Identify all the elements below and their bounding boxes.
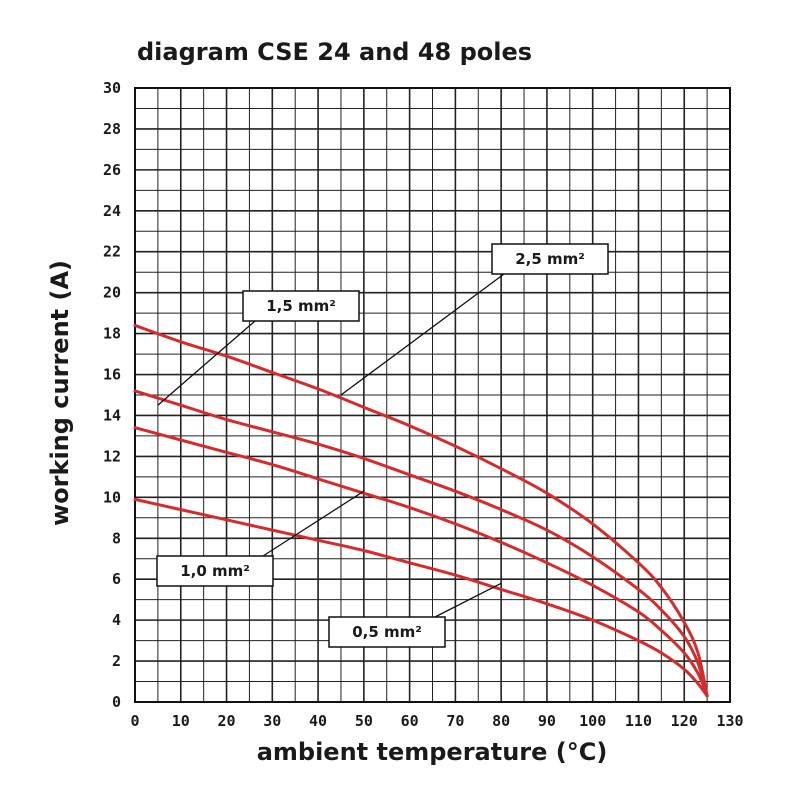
x-tick-label: 40 xyxy=(309,712,327,730)
y-tick-label: 4 xyxy=(112,611,121,629)
annotation-box xyxy=(328,616,446,648)
y-tick-label: 6 xyxy=(112,570,121,588)
annotation-box xyxy=(156,555,274,587)
y-tick-label: 14 xyxy=(103,406,121,424)
y-tick-label: 28 xyxy=(103,120,121,138)
x-tick-label: 60 xyxy=(401,712,419,730)
annotation-label: 1,0 mm² xyxy=(180,562,250,580)
x-tick-label: 20 xyxy=(218,712,236,730)
series-line xyxy=(133,497,709,698)
x-tick-label: 110 xyxy=(625,712,652,730)
annotation-label: 1,5 mm² xyxy=(266,297,336,315)
x-axis-tick-labels: 0 10 20 30 40 50 60 70 80 90 100 110 120 130 xyxy=(130,712,743,730)
x-tick-label: 90 xyxy=(538,712,556,730)
y-tick-label: 2 xyxy=(112,652,121,670)
annotation-leader xyxy=(340,273,505,396)
annotation-leader xyxy=(157,320,256,406)
y-tick-label: 16 xyxy=(103,366,121,384)
x-tick-label: 100 xyxy=(579,712,606,730)
y-tick-label: 8 xyxy=(112,529,121,547)
y-tick-label: 26 xyxy=(103,161,121,179)
y-tick-label: 20 xyxy=(103,284,121,302)
annotation-label: 2,5 mm² xyxy=(515,250,585,268)
y-axis-label: working current (A) xyxy=(46,260,74,526)
annotation-label: 0,5 mm² xyxy=(352,623,422,641)
x-tick-label: 50 xyxy=(355,712,373,730)
x-axis-label: ambient temperature (°C) xyxy=(257,738,608,766)
x-tick-label: 80 xyxy=(492,712,510,730)
x-tick-label: 70 xyxy=(446,712,464,730)
annotation-box xyxy=(242,290,360,322)
x-tick-label: 130 xyxy=(716,712,743,730)
annotation-leader xyxy=(434,582,502,618)
x-tick-label: 0 xyxy=(130,712,139,730)
x-tick-label: 120 xyxy=(671,712,698,730)
y-tick-label: 0 xyxy=(112,693,121,711)
y-tick-label: 12 xyxy=(103,447,121,465)
series-annotations: 2,5 mm² 1,5 mm² 1,0 mm² 0,5 mm² xyxy=(156,243,609,648)
x-tick-label: 10 xyxy=(172,712,190,730)
y-tick-label: 22 xyxy=(103,243,121,261)
grid xyxy=(134,87,731,703)
chart-title: diagram CSE 24 and 48 poles xyxy=(137,38,532,66)
annotation-box xyxy=(491,243,609,275)
y-tick-label: 10 xyxy=(103,488,121,506)
series-line xyxy=(133,389,709,698)
series-line xyxy=(133,323,709,698)
series-line xyxy=(133,426,709,698)
annotation-leader xyxy=(262,490,365,557)
series-lines xyxy=(133,323,709,698)
y-tick-label: 30 xyxy=(103,79,121,97)
y-tick-label: 18 xyxy=(103,325,121,343)
x-tick-label: 30 xyxy=(263,712,281,730)
y-tick-label: 24 xyxy=(103,202,121,220)
plot-frame xyxy=(134,87,731,703)
